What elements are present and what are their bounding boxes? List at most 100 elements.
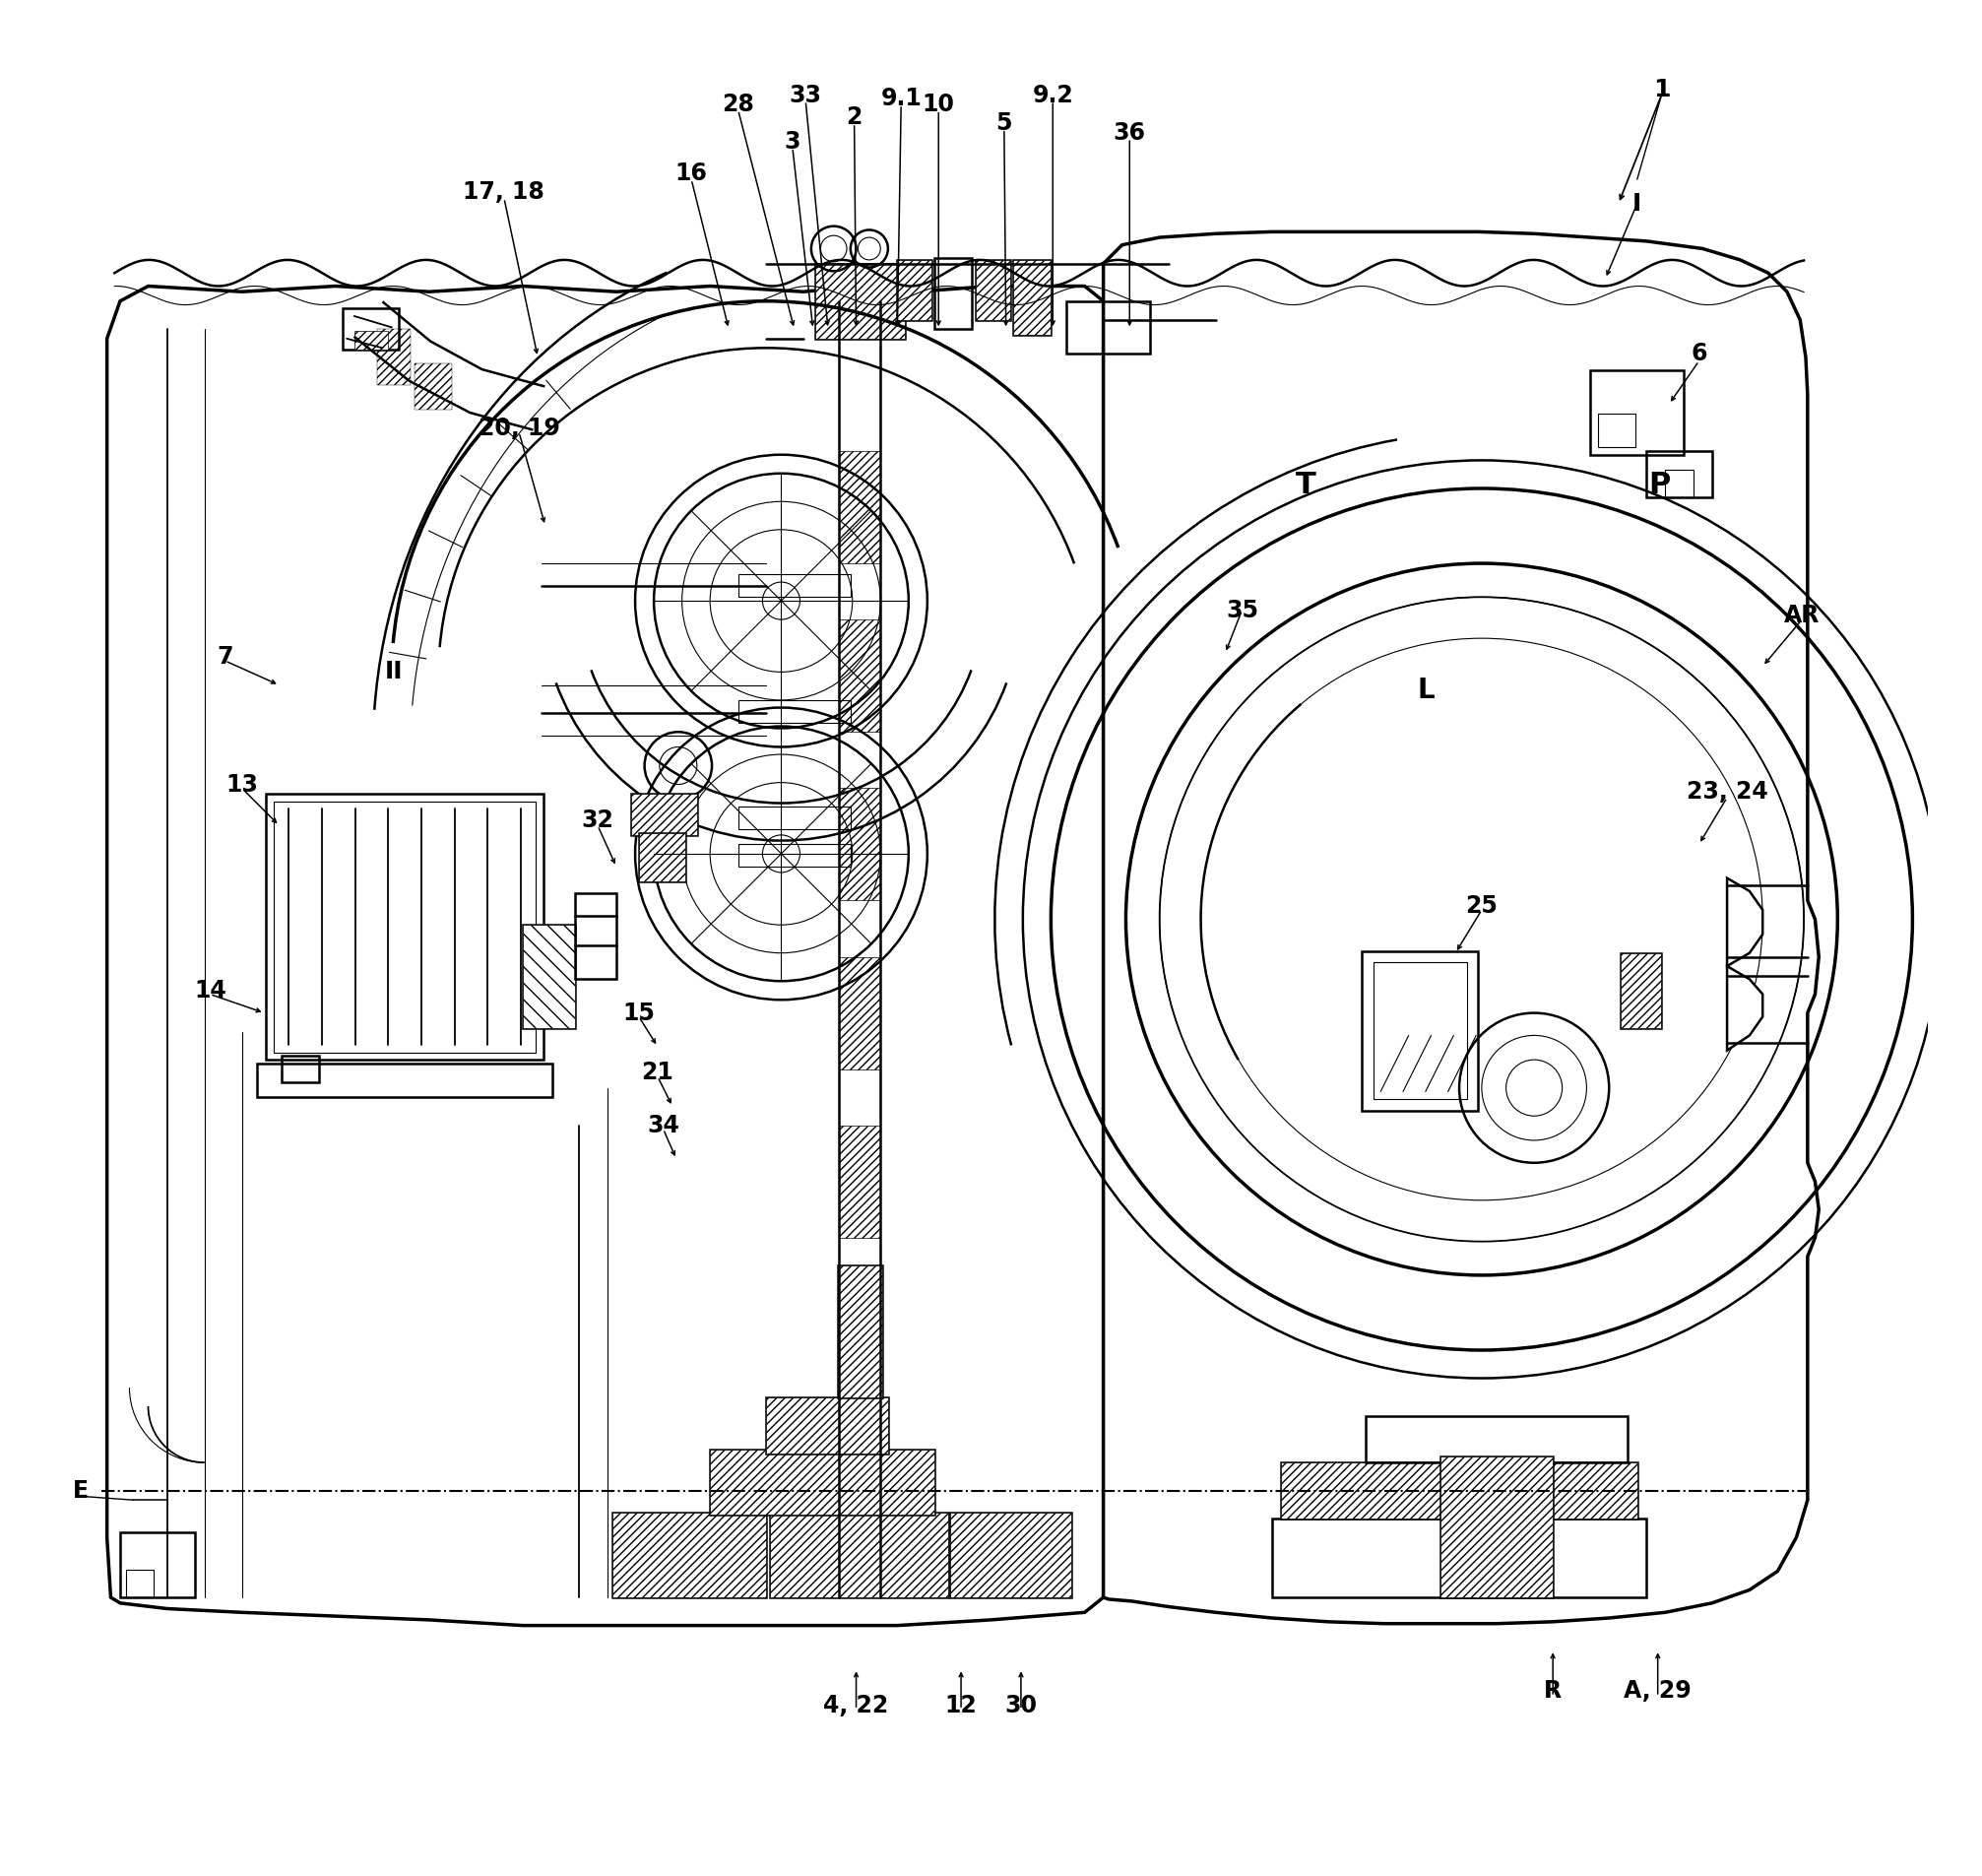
Bar xyxy=(632,794,698,835)
Bar xyxy=(737,807,850,829)
Polygon shape xyxy=(1726,966,1762,1051)
Text: 6: 6 xyxy=(1691,341,1707,366)
Text: 3: 3 xyxy=(785,129,801,154)
Bar xyxy=(838,957,880,1069)
Bar xyxy=(355,330,388,349)
Text: I: I xyxy=(1633,191,1641,216)
Text: 14: 14 xyxy=(194,979,226,1002)
Bar xyxy=(838,788,880,900)
Text: 5: 5 xyxy=(997,111,1013,135)
Text: 10: 10 xyxy=(922,92,955,116)
Bar xyxy=(377,328,410,385)
Bar xyxy=(612,1514,767,1596)
Bar xyxy=(281,1056,319,1082)
Bar xyxy=(1441,1458,1552,1596)
Bar xyxy=(1366,1416,1627,1463)
Bar xyxy=(343,308,398,349)
Bar xyxy=(1621,953,1661,1028)
Polygon shape xyxy=(107,287,1104,1625)
Bar xyxy=(838,1266,882,1398)
Text: 7: 7 xyxy=(216,645,234,670)
Bar xyxy=(949,1514,1072,1596)
Bar xyxy=(1272,1520,1647,1596)
Bar xyxy=(898,261,932,319)
Text: 4, 22: 4, 22 xyxy=(825,1694,888,1718)
Bar xyxy=(767,1398,888,1454)
Text: 28: 28 xyxy=(721,92,755,116)
Bar xyxy=(1374,962,1467,1099)
Bar xyxy=(414,362,452,409)
Text: E: E xyxy=(73,1478,89,1503)
Bar xyxy=(575,893,616,915)
Bar xyxy=(838,1266,882,1398)
Bar xyxy=(125,1570,155,1596)
Bar xyxy=(1590,370,1685,454)
Bar xyxy=(815,265,906,338)
Bar xyxy=(612,1514,767,1596)
Text: A, 29: A, 29 xyxy=(1623,1679,1691,1703)
Bar xyxy=(769,1514,947,1596)
Bar xyxy=(710,1450,936,1516)
Bar xyxy=(936,259,973,328)
Text: 34: 34 xyxy=(646,1114,680,1137)
Text: 16: 16 xyxy=(676,161,708,186)
Bar xyxy=(838,619,880,732)
Text: 9.2: 9.2 xyxy=(1033,83,1074,107)
Bar xyxy=(266,794,543,1060)
Text: R: R xyxy=(1544,1679,1562,1703)
Bar xyxy=(975,261,1009,319)
Text: 20, 19: 20, 19 xyxy=(478,416,559,441)
Bar xyxy=(949,1514,1072,1596)
Bar xyxy=(815,265,906,338)
Text: 35: 35 xyxy=(1225,598,1259,623)
Text: 30: 30 xyxy=(1005,1694,1037,1718)
Text: 33: 33 xyxy=(789,83,823,107)
Bar xyxy=(838,450,880,563)
Bar xyxy=(632,794,698,835)
Text: 9.1: 9.1 xyxy=(880,86,922,111)
Bar xyxy=(258,1064,553,1097)
Text: 25: 25 xyxy=(1465,895,1498,917)
Bar xyxy=(838,1276,880,1388)
Bar xyxy=(575,946,616,979)
Bar xyxy=(1013,261,1050,334)
Bar xyxy=(737,574,850,597)
Text: 2: 2 xyxy=(846,105,862,129)
Text: 21: 21 xyxy=(642,1062,674,1084)
Bar xyxy=(274,801,535,1052)
Bar xyxy=(638,833,686,882)
Bar xyxy=(1647,450,1712,497)
Bar xyxy=(1362,951,1479,1111)
Bar xyxy=(737,844,850,867)
Text: 13: 13 xyxy=(226,773,258,795)
Bar xyxy=(975,261,1009,319)
Text: 23, 24: 23, 24 xyxy=(1687,780,1768,803)
Bar xyxy=(838,1407,880,1520)
Text: 15: 15 xyxy=(622,1002,656,1024)
Bar xyxy=(1280,1463,1637,1520)
Text: 17, 18: 17, 18 xyxy=(464,180,545,204)
Bar xyxy=(638,833,686,882)
Bar xyxy=(1066,300,1150,353)
Bar xyxy=(1665,469,1693,497)
Text: P: P xyxy=(1649,471,1671,499)
Text: 12: 12 xyxy=(945,1694,977,1718)
Text: AR: AR xyxy=(1784,604,1819,628)
Polygon shape xyxy=(1726,878,1762,966)
Bar xyxy=(1621,953,1661,1028)
Bar xyxy=(1623,959,1653,1022)
Bar xyxy=(767,1398,888,1454)
Text: 32: 32 xyxy=(581,809,614,831)
Text: T: T xyxy=(1296,471,1316,499)
Bar xyxy=(1013,261,1050,334)
Polygon shape xyxy=(1104,233,1819,1623)
Text: 36: 36 xyxy=(1114,120,1146,144)
Bar xyxy=(838,1126,880,1238)
Text: 1: 1 xyxy=(1653,77,1671,101)
Bar xyxy=(898,261,932,319)
Bar xyxy=(769,1514,947,1596)
Bar xyxy=(710,1450,936,1516)
Bar xyxy=(737,700,850,722)
Text: II: II xyxy=(385,660,402,685)
Bar xyxy=(523,925,575,1028)
